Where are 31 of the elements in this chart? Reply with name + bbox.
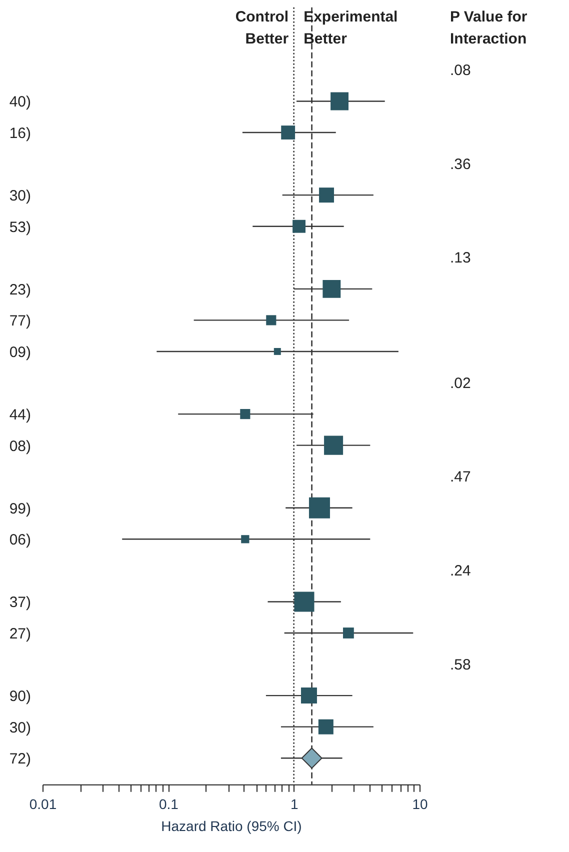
text: Experimental Better (304, 8, 398, 48)
y-tick-label: 99) (9, 500, 32, 518)
text: .47 (450, 468, 471, 486)
y-tick-label: 44) (9, 406, 32, 424)
text: .58 (450, 656, 471, 674)
y-tick-label: 16) (9, 125, 32, 142)
y-tick-label: 27) (9, 625, 32, 642)
text: .24 (450, 562, 471, 580)
x-tick-label: 1 (290, 796, 298, 812)
y-tick-label: 90) (9, 688, 32, 706)
y-tick-label: 72) (9, 750, 32, 768)
y-tick-label: 77) (9, 312, 32, 330)
y-tick-label: 40) (9, 94, 32, 111)
text: P Value for Interaction (450, 8, 528, 48)
text: .08 (450, 62, 471, 79)
x-tick-label: 0.01 (29, 796, 57, 812)
text: .36 (450, 156, 471, 173)
y-tick-label: 30) (9, 719, 32, 736)
text: .13 (450, 250, 471, 267)
text: .02 (450, 374, 471, 392)
y-tick-label: 37) (9, 594, 32, 612)
y-tick-label: 23) (9, 281, 32, 298)
y-tick-label: 09) (9, 344, 32, 361)
y-tick-label: 30) (9, 188, 32, 205)
y-tick-label: 53) (9, 218, 32, 236)
y-tick-label: 08) (9, 438, 32, 455)
x-tick-label: 0.1 (158, 796, 179, 812)
y-tick-label: 06) (9, 532, 32, 549)
x-axis-title: Hazard Ratio (95% CI) (161, 818, 302, 834)
text: Control Better (235, 8, 289, 48)
x-tick-label: 10 (412, 796, 428, 812)
